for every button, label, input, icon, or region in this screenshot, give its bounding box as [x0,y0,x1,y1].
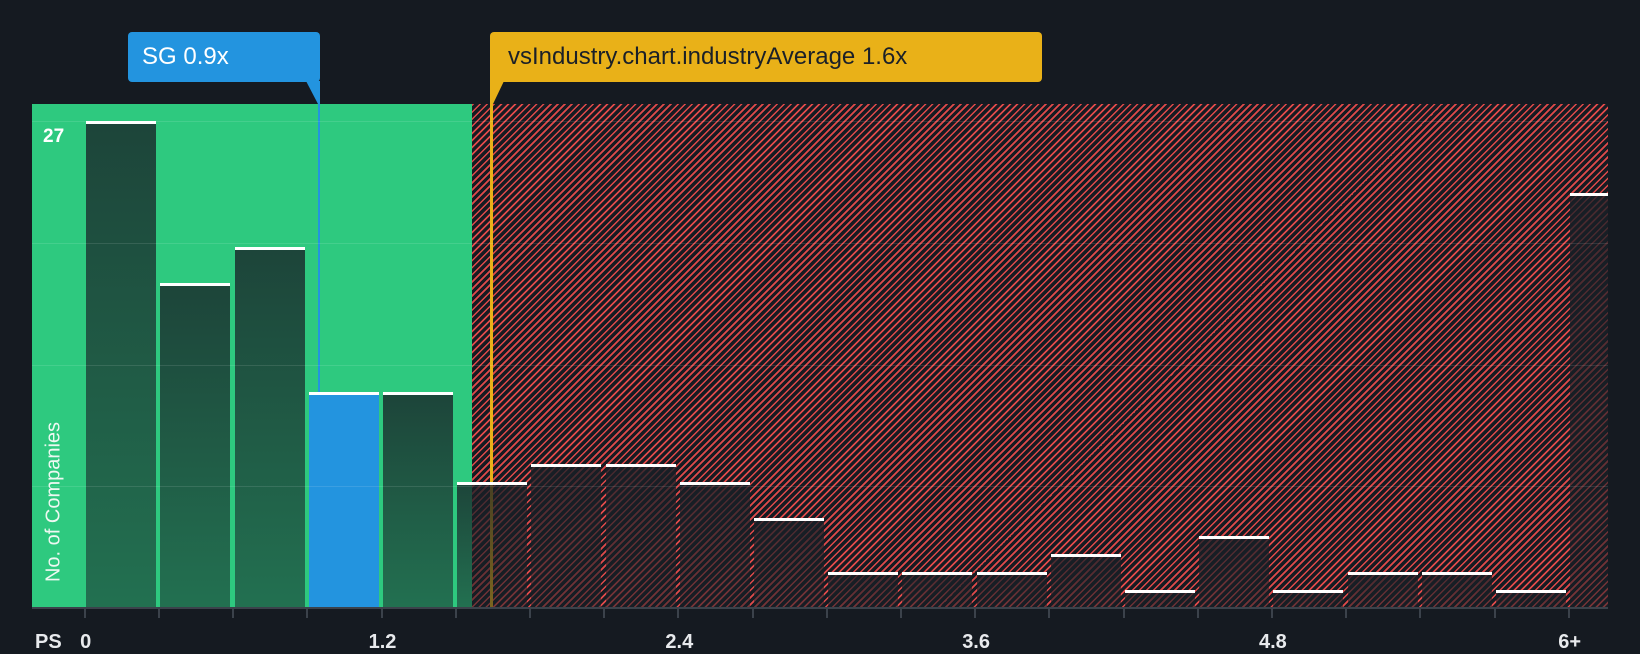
bar-top-cap [754,518,824,521]
bar-top-cap [531,463,602,467]
bar-top-cap [1050,554,1121,558]
gridline [32,364,1608,366]
bar-top-cap [383,391,453,395]
x-axis-tick-label: 1.2 [368,631,397,653]
bar-top-cap [86,120,157,124]
y-axis-max-label: 27 [43,126,65,147]
histogram-bar [457,481,528,609]
x-axis-tick [306,609,309,618]
histogram-bar [86,120,157,609]
gridline [32,486,1608,488]
histogram-bar [1050,554,1121,609]
histogram-bar [976,572,1047,609]
x-axis-tick [825,609,828,618]
bar-top-cap [1496,590,1566,594]
gridline [32,242,1608,244]
gridline [32,120,1608,122]
histogram-bar [1199,536,1270,609]
industry-average-marker-text: vsIndustry.chart.industryAverage 1.6x [508,43,908,70]
bar-top-cap [1347,572,1418,576]
histogram-bar [234,247,305,609]
bar-top-cap [234,247,305,251]
x-axis-title: PS [35,631,62,653]
bar-top-cap [457,481,528,485]
x-axis-tick [1048,609,1051,618]
x-axis-tick [677,609,680,618]
histogram-bar [902,572,973,609]
histogram-bar [383,391,453,609]
x-axis-tick-label: 2.4 [665,631,694,653]
x-axis-tick [83,609,86,618]
x-axis-line [32,607,1608,609]
bar-top-cap [1570,192,1608,196]
histogram-bar [754,518,824,609]
bar-top-cap [902,572,973,576]
histogram-bar [531,463,602,609]
histogram-bar [160,283,231,609]
x-axis-tick [603,609,606,618]
x-axis-tick-label: 3.6 [962,631,990,653]
x-axis-tick-label: 0 [80,631,92,653]
above-industry-hatched-zone [472,104,1608,608]
bar-top-cap [828,572,899,576]
bar-top-cap [1421,572,1492,576]
x-axis-tick [454,609,457,618]
x-axis-tick [1196,609,1199,618]
x-axis-tick-label: 6+ [1558,631,1582,653]
bar-top-cap [308,391,379,395]
industry-average-marker-line [490,82,493,609]
histogram-bar [1421,572,1492,609]
histogram-bar [1347,572,1418,609]
bar-top-cap [1125,590,1195,594]
bar-top-cap [976,572,1047,576]
bar-top-cap [1273,590,1344,594]
histogram-bar [605,463,676,609]
bar-top-cap [1199,536,1270,540]
histogram-bar [828,572,899,609]
bar-top-cap [160,283,231,287]
highlighted-company-bar [308,391,379,609]
x-axis-tick [1122,609,1125,618]
x-axis-tick [1345,609,1348,618]
histogram-bar [1570,192,1608,609]
x-axis-tick [232,609,235,618]
y-axis-title: No. of Companies [42,421,65,583]
bar-top-cap [679,481,750,485]
histogram-bar [1125,590,1195,609]
x-axis-tick [1493,609,1496,618]
histogram-bar [1273,590,1344,609]
x-axis-tick [974,609,977,618]
company-marker-label: SG 0.9x [128,32,320,82]
x-axis-tick [157,609,160,618]
x-axis-tick-label: 4.8 [1258,631,1287,653]
company-marker-line [318,82,320,392]
histogram-bar [1496,590,1566,609]
x-axis-tick [1419,609,1422,618]
x-axis-tick [1270,609,1273,618]
x-axis-tick [1567,609,1570,618]
industry-average-marker-label: vsIndustry.chart.industryAverage 1.6x [490,32,1042,82]
bar-top-cap [605,463,676,467]
x-axis-tick [380,609,383,618]
x-axis-tick [751,609,754,618]
histogram-bar [679,481,750,609]
x-axis-tick [528,609,531,618]
x-axis-tick [899,609,902,618]
company-marker-text: SG 0.9x [142,43,229,70]
